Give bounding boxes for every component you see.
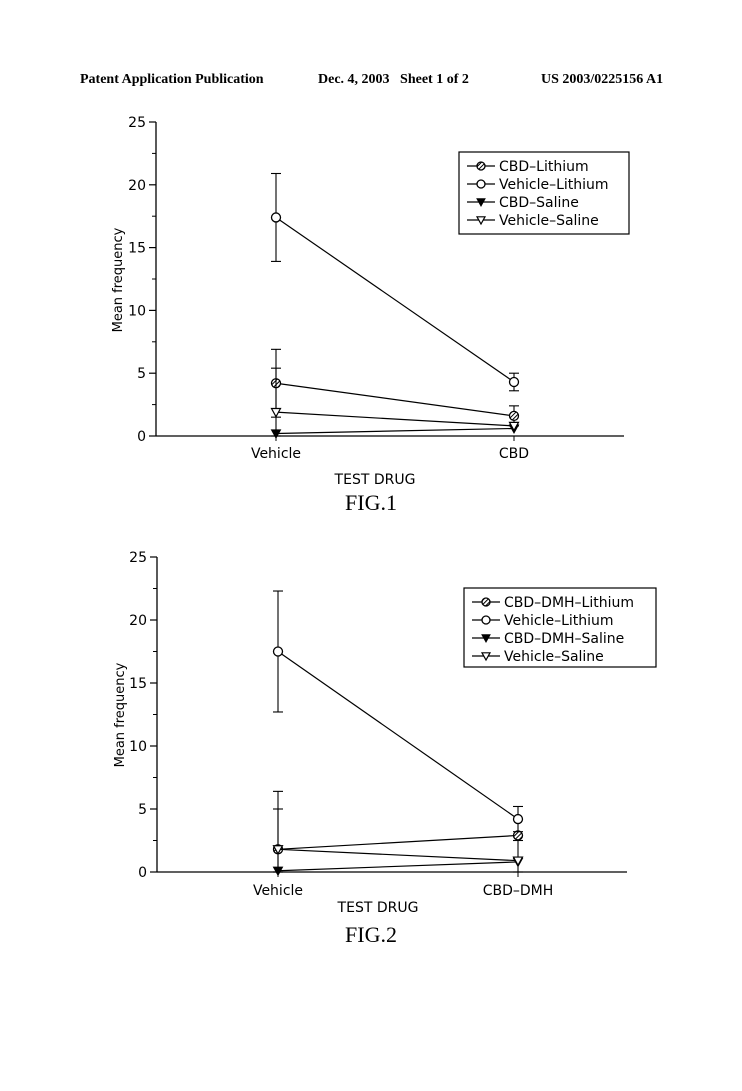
y-axis-label: Mean frequency [111,227,126,332]
x-axis-label: TEST DRUG [334,472,416,488]
legend-label: Vehicle–Lithium [499,177,609,193]
series-line [275,216,515,383]
y-tick-label: 5 [137,366,146,382]
data-point [512,813,524,825]
y-tick-label: 15 [128,241,146,257]
y-tick-label: 25 [129,550,147,566]
x-tick-label: Vehicle [253,883,303,899]
data-point [508,421,520,432]
data-point [272,845,284,856]
legend-label: Vehicle–Saline [504,649,604,665]
legend-label: CBD–DMH–Saline [504,631,624,647]
legend-label: CBD–DMH–Lithium [504,595,634,611]
series-line [277,861,519,872]
series-2 [272,857,524,877]
y-tick-label: 15 [129,676,147,692]
data-point [508,410,520,422]
y-tick-label: 5 [138,802,147,818]
series-line [277,848,519,862]
data-point [272,646,284,657]
figure-2-caption: FIG.2 [345,922,397,947]
y-tick-label: 20 [129,613,147,629]
legend: CBD–Lithium Vehicle–Lithium CBD–Saline Vehi… [458,151,630,235]
data-point [476,179,486,189]
publication-label: Patent Application Publication [80,72,264,87]
data-point [512,830,524,841]
data-point [480,652,492,662]
series-0 [272,790,524,873]
y-tick-label: 10 [129,739,147,755]
series-1 [272,590,524,833]
figure-2-chart: 0 5 10 15 20 25 Vehicle CBD–DMH TEST DRUG Mean fr… [113,550,657,916]
data-point [270,212,282,223]
x-tick-label: Vehicle [251,446,301,462]
data-point [512,856,524,867]
data-point [476,198,486,208]
data-point [270,407,282,418]
data-point [508,376,520,388]
series-1 [270,172,520,392]
legend-label: Vehicle–Saline [499,213,599,229]
x-tick-label: CBD [499,446,529,462]
series-line [275,411,515,427]
data-point [481,634,491,644]
series-line [275,427,515,435]
y-tick-label: 20 [128,178,146,194]
legend: CBD–DMH–Lithium Vehicle–Lithium CBD–DMH–Sa… [463,587,657,668]
legend-label: CBD–Saline [499,195,579,211]
patent-number: US 2003/0225156 A1 [541,72,664,87]
figure-1-caption: FIG.1 [345,490,397,515]
y-tick-label: 10 [128,303,146,319]
x-axis-label: TEST DRUG [337,900,419,916]
series-3 [270,367,520,437]
legend-label: CBD–Lithium [499,159,589,175]
date-sheet-label: Dec. 4, 2003 Sheet 1 of 2 [318,72,469,87]
data-point [481,615,491,625]
series-line [277,834,519,850]
data-point [476,161,486,171]
y-tick-label: 25 [128,115,146,131]
y-axis-label: Mean frequency [113,662,128,767]
x-tick-label: CBD–DMH [483,883,554,899]
y-tick-label: 0 [138,865,147,881]
series-3 [272,808,524,873]
series-line [277,651,519,820]
data-point [475,216,487,226]
legend-box [463,587,657,668]
legend-label: Vehicle–Lithium [504,613,614,629]
y-tick-label: 0 [137,429,146,445]
data-point [481,597,491,607]
series-line [275,382,515,417]
figure-1-chart: 0 5 10 15 20 25 Vehicle CBD TEST DRUG Mean freque… [111,115,630,488]
